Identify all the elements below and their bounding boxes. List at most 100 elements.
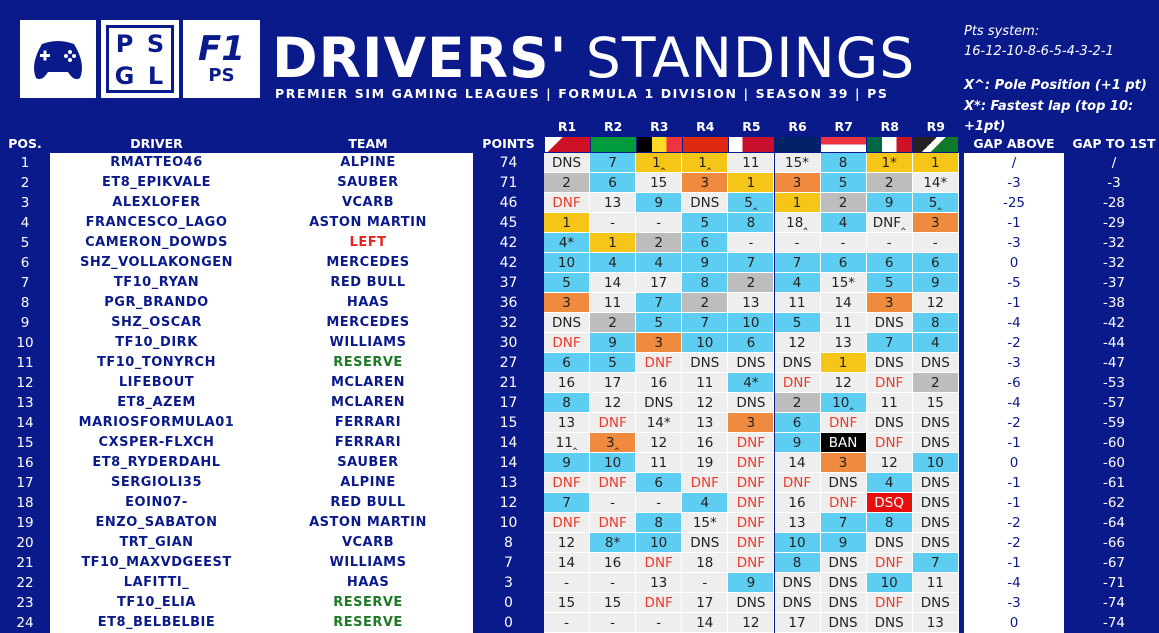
race-result-r8: 8	[866, 513, 913, 533]
race-result-r2: 14	[590, 273, 637, 293]
col-pos: POS.	[8, 136, 42, 151]
race-result-r5: 2	[728, 273, 775, 293]
race-result-r4: 16	[682, 433, 729, 453]
driver-name: LAFITTI_	[123, 575, 190, 590]
race-result-r9: 12	[912, 293, 959, 313]
driver-name: ENZO_SABATON	[95, 515, 218, 530]
gap-above-cell: -3	[1007, 175, 1021, 191]
gap-above-cell: -1	[1007, 295, 1021, 311]
race-result-r4: 15*	[682, 513, 729, 533]
race-result-r8: DNS	[866, 533, 913, 553]
race-result-r9: DNS	[912, 413, 959, 433]
race-result-r3: 5	[636, 313, 683, 333]
race-result-r6: 5	[774, 313, 821, 333]
gap-cell-bg	[964, 353, 1064, 373]
driver-name: TF10_RYAN	[113, 275, 200, 290]
gap-first-cell: -3	[1107, 175, 1121, 191]
gap-first-cell: -62	[1102, 495, 1126, 511]
race-result-r1: 8	[544, 393, 590, 413]
gap-above-cell: -3	[1007, 595, 1021, 611]
race-result-r5: DNS	[728, 393, 775, 413]
race-result-r9: 10	[912, 453, 959, 473]
race-result-r5: DNF	[728, 533, 775, 553]
gap-above-cell: -1	[1007, 475, 1021, 491]
col-gap-above: GAP ABOVE	[973, 136, 1055, 151]
race-result-r1: 9	[544, 453, 590, 473]
gap-first-cell: -37	[1102, 275, 1126, 291]
race-result-r7: 15*	[820, 273, 867, 293]
col-race-r4: R4	[696, 119, 715, 134]
race-result-r8: DNF	[866, 373, 913, 393]
gap-above-cell: 0	[1009, 615, 1019, 631]
race-result-r9: -	[912, 233, 959, 253]
race-result-r1: -	[544, 613, 590, 633]
race-result-r8: DNF	[866, 593, 913, 613]
points-cell: 36	[499, 295, 518, 311]
team-name: SAUBER	[337, 175, 399, 190]
driver-name: SERGIOLI35	[110, 475, 203, 490]
race-result-r8: DNF‸	[866, 213, 913, 233]
race-result-r5: 8	[728, 213, 775, 233]
race-result-r6: 6	[774, 413, 821, 433]
race-result-r6: DNF	[774, 473, 821, 493]
table-row	[50, 593, 473, 613]
race-result-r8: 6	[866, 253, 913, 273]
race-result-r9: DNS	[912, 513, 959, 533]
gap-above-cell: -1	[1007, 435, 1021, 451]
race-result-r3: 9	[636, 193, 683, 213]
race-result-r4: 10	[682, 333, 729, 353]
race-result-r5: 9	[728, 573, 775, 593]
gap-cell-bg	[964, 153, 1064, 173]
team-name: FERRARI	[334, 415, 402, 430]
col-gap-first: GAP TO 1ST	[1072, 136, 1156, 151]
gap-cell-bg	[964, 473, 1064, 493]
table-row	[50, 253, 473, 273]
race-result-r6: -	[774, 233, 821, 253]
race-result-r9: 1	[912, 153, 959, 173]
gap-first-cell: -61	[1102, 475, 1126, 491]
gap-above-cell: -5	[1007, 275, 1021, 291]
race-result-r4: 2	[682, 293, 729, 313]
gap-first-cell: -47	[1102, 355, 1126, 371]
team-name: SAUBER	[337, 455, 399, 470]
race-result-r3: 16	[636, 373, 683, 393]
race-result-r7: 11	[820, 313, 867, 333]
psgl-letter: L	[147, 62, 164, 90]
race-result-r7: DNS	[820, 473, 867, 493]
race-result-r3: -	[636, 493, 683, 513]
race-result-r5: 10	[728, 313, 775, 333]
race-result-r2: DNF	[590, 513, 637, 533]
race-result-r5: 5‸	[728, 193, 775, 213]
race-result-r4: 13	[682, 413, 729, 433]
col-race-r5: R5	[742, 119, 761, 134]
race-result-r1: 6	[544, 353, 590, 373]
race-result-r1: 5	[544, 273, 590, 293]
race-result-r2: 10	[590, 453, 637, 473]
race-result-r5: DNF	[728, 553, 775, 573]
table-row	[50, 393, 473, 413]
driver-name: TF10_ELIA	[117, 595, 196, 610]
gap-cell-bg	[964, 393, 1064, 413]
position-cell: 17	[16, 475, 34, 491]
race-result-r4: 4	[682, 493, 729, 513]
team-name: HAAS	[346, 575, 390, 590]
position-cell: 20	[16, 535, 34, 551]
gap-above-cell: -2	[1007, 515, 1021, 531]
points-cell: 0	[504, 615, 513, 631]
race-result-r5: 7	[728, 253, 775, 273]
race-flag-r8	[867, 137, 913, 152]
race-result-r2: DNF	[590, 473, 637, 493]
col-race-r8: R8	[880, 119, 899, 134]
driver-name: ALEXLOFER	[112, 195, 201, 210]
team-name: FERRARI	[334, 435, 402, 450]
race-result-r8: DNS	[866, 613, 913, 633]
position-cell: 9	[20, 315, 30, 331]
team-name: ASTON MARTIN	[309, 515, 427, 530]
position-cell: 2	[20, 175, 30, 191]
gap-cell-bg	[964, 173, 1064, 193]
race-result-r6: 7	[774, 253, 821, 273]
race-result-r1: 10	[544, 253, 590, 273]
team-name: ALPINE	[340, 155, 396, 170]
team-name: RESERVE	[333, 355, 403, 370]
points-system-values: 16-12-10-8-6-5-4-3-2-1	[964, 44, 1114, 59]
